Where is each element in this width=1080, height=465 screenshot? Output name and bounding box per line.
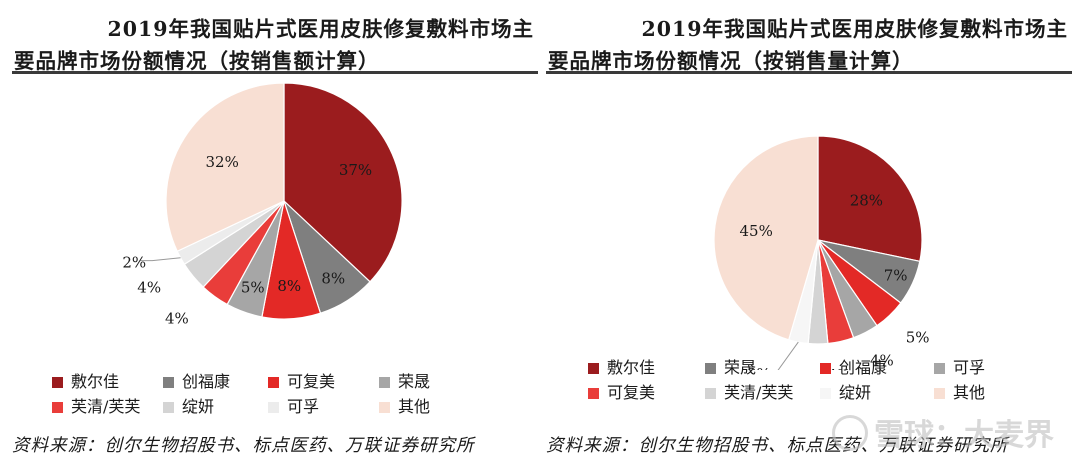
data-label-可孚: 4% xyxy=(870,351,894,369)
legend-label-敷尔佳: 敷尔佳 xyxy=(607,358,656,377)
legend-label-可复美: 可复美 xyxy=(607,383,656,402)
legend-label-其他: 其他 xyxy=(398,397,431,416)
pie-slice-敷尔佳 xyxy=(817,135,923,263)
data-label-可孚: 2% xyxy=(122,254,146,272)
watermark-text: 雪球：大麦界 xyxy=(874,418,1054,453)
legend-item-敷尔佳: 敷尔佳 xyxy=(588,358,655,378)
legend-label-敷尔佳: 敷尔佳 xyxy=(71,372,120,391)
data-label-创福康: 8% xyxy=(321,270,345,288)
left-pie-chart: 37% 8% 8% 5% 4%4% 2% 32% xyxy=(122,82,403,328)
legend-item-创福康: 创福康 xyxy=(163,372,230,392)
data-label-荣晟: 5% xyxy=(241,279,265,297)
legend-item-绽妍: 绽妍 xyxy=(163,397,214,417)
legend-swatch-其他 xyxy=(934,388,945,399)
legend-item-绽妍: 绽妍 xyxy=(820,383,871,403)
leader-line-可孚 xyxy=(140,257,181,262)
right-title-line-2: 要品牌市场份额情况（按销售量计算） xyxy=(548,49,914,73)
legend-swatch-芙清-芙芙 xyxy=(52,402,63,413)
legend-item-可孚: 可孚 xyxy=(268,397,319,417)
legend-swatch-创福康 xyxy=(163,377,174,388)
legend-item-创福康: 创福康 xyxy=(820,358,887,378)
leader-line-绽妍 xyxy=(777,341,799,370)
legend-swatch-其他 xyxy=(379,402,390,413)
legend-swatch-绽妍 xyxy=(820,388,831,399)
pie-slice-其他 xyxy=(713,135,819,341)
legend-label-可孚: 可孚 xyxy=(953,358,986,377)
legend-swatch-可复美 xyxy=(588,388,599,399)
legend-item-可复美: 可复美 xyxy=(268,372,335,392)
data-label-其他: 32% xyxy=(206,153,239,171)
legend-item-其他: 其他 xyxy=(379,397,430,417)
data-label-可复美: 8% xyxy=(277,277,301,295)
legend-label-创福康: 创福康 xyxy=(182,372,231,391)
data-label-荣晟: 7% xyxy=(884,266,908,284)
legend-label-芙清-芙芙: 芙清/芙芙 xyxy=(724,383,794,402)
data-label-其他: 45% xyxy=(740,222,773,240)
data-label-创福康: 5% xyxy=(906,329,930,347)
left-title-divider xyxy=(12,71,538,74)
legend-label-可复美: 可复美 xyxy=(287,372,336,391)
legend-item-可复美: 可复美 xyxy=(588,383,655,403)
legend-swatch-芙清-芙芙 xyxy=(705,388,716,399)
legend-label-绽妍: 绽妍 xyxy=(839,383,872,402)
legend-swatch-绽妍 xyxy=(163,402,174,413)
data-label-绽妍: 3% xyxy=(747,365,771,370)
data-label-芙清-芙芙: 4% xyxy=(165,310,189,328)
watermark-logo-icon xyxy=(832,415,868,451)
legend-label-创福康: 创福康 xyxy=(839,358,888,377)
left-title-line-1: 2019年我国贴片式医用皮肤修复敷料市场主 xyxy=(107,17,534,41)
legend-swatch-可孚 xyxy=(934,363,945,374)
right-pie-chart: 28%7%5%4%4%3%3%45% xyxy=(713,135,930,370)
right-title-divider xyxy=(546,71,1072,74)
legend-item-芙清-芙芙: 芙清/芙芙 xyxy=(52,397,140,417)
right-chart-panel: 2019年我国贴片式医用皮肤修复敷料市场主 要品牌市场份额情况（按销售量计算） … xyxy=(546,0,1072,465)
legend-swatch-荣晟 xyxy=(705,363,716,374)
legend-label-绽妍: 绽妍 xyxy=(182,397,215,416)
legend-item-荣晟: 荣晟 xyxy=(379,372,430,392)
right-title-line-1: 2019年我国贴片式医用皮肤修复敷料市场主 xyxy=(641,17,1068,41)
legend-swatch-可复美 xyxy=(268,377,279,388)
legend-item-敷尔佳: 敷尔佳 xyxy=(52,372,119,392)
watermark: 雪球：大麦界 xyxy=(832,410,1054,454)
data-label-可复美: 4% xyxy=(827,366,851,370)
data-label-绽妍: 4% xyxy=(137,279,161,297)
legend-swatch-荣晟 xyxy=(379,377,390,388)
legend-swatch-创福康 xyxy=(820,363,831,374)
legend-swatch-可孚 xyxy=(268,402,279,413)
legend-item-荣晟: 荣晟 xyxy=(705,358,756,378)
pie-slice-敷尔佳 xyxy=(283,82,403,283)
legend-swatch-敷尔佳 xyxy=(52,377,63,388)
right-source-note: 资料来源：创尔生物招股书、标点医药、万联证券研究所 xyxy=(546,436,1009,456)
legend-label-可孚: 可孚 xyxy=(287,397,320,416)
data-label-敷尔佳: 28% xyxy=(850,192,883,210)
pie-slice-其他 xyxy=(165,82,285,253)
legend-swatch-敷尔佳 xyxy=(588,363,599,374)
legend-item-其他: 其他 xyxy=(934,383,985,403)
legend-item-芙清-芙芙: 芙清/芙芙 xyxy=(705,383,793,403)
legend-label-荣晟: 荣晟 xyxy=(398,372,431,391)
left-source-note: 资料来源：创尔生物招股书、标点医药、万联证券研究所 xyxy=(12,436,475,456)
left-chart-title: 2019年我国贴片式医用皮肤修复敷料市场主 要品牌市场份额情况（按销售额计算） xyxy=(12,6,538,73)
right-chart-title: 2019年我国贴片式医用皮肤修复敷料市场主 要品牌市场份额情况（按销售量计算） xyxy=(546,6,1072,73)
legend-label-荣晟: 荣晟 xyxy=(724,358,757,377)
data-label-敷尔佳: 37% xyxy=(339,161,372,179)
legend-item-可孚: 可孚 xyxy=(934,358,985,378)
data-label-芙清-芙芙: 3% xyxy=(802,369,826,370)
left-title-line-2: 要品牌市场份额情况（按销售额计算） xyxy=(14,49,380,73)
legend-label-其他: 其他 xyxy=(953,383,986,402)
legend-label-芙清-芙芙: 芙清/芙芙 xyxy=(71,397,141,416)
left-chart-panel: 2019年我国贴片式医用皮肤修复敷料市场主 要品牌市场份额情况（按销售额计算） … xyxy=(12,0,538,465)
